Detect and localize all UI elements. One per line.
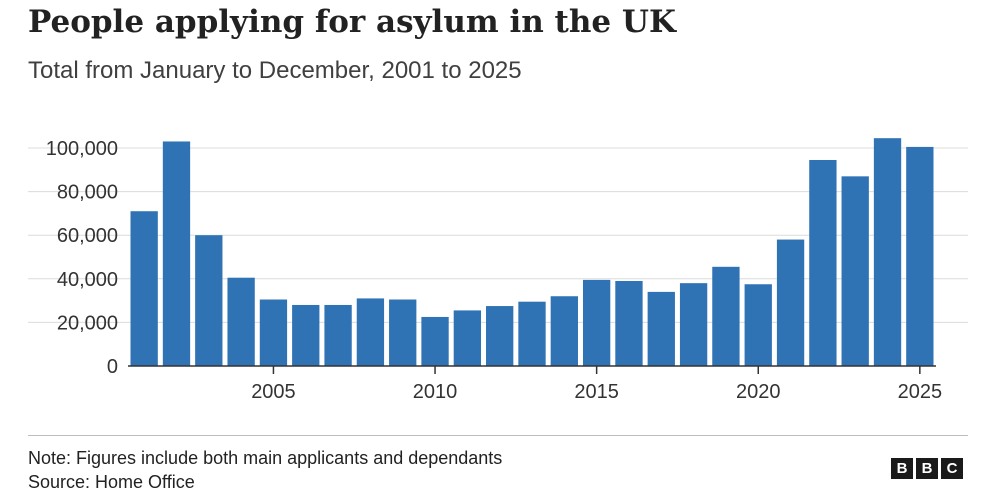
bar-2018 bbox=[679, 283, 708, 366]
bar-2013 bbox=[518, 301, 546, 366]
bar-2002 bbox=[162, 141, 191, 366]
bar-2011 bbox=[453, 310, 482, 366]
y-tick-label: 40,000 bbox=[57, 269, 118, 291]
bbc-logo-letter: C bbox=[941, 458, 963, 479]
x-tick-label: 2025 bbox=[898, 381, 943, 403]
bar-2005 bbox=[259, 299, 288, 366]
bar-2008 bbox=[356, 298, 385, 366]
x-tick-label: 2010 bbox=[413, 381, 458, 403]
bar-2007 bbox=[324, 304, 352, 366]
bbc-logo: B B C bbox=[891, 458, 963, 479]
chart-subtitle: Total from January to December, 2001 to … bbox=[28, 57, 522, 84]
bar-2020 bbox=[744, 284, 772, 366]
bbc-logo-letter: B bbox=[891, 458, 913, 479]
bar-2004 bbox=[227, 277, 255, 366]
x-tick-label: 2015 bbox=[574, 381, 619, 403]
bar-2015 bbox=[582, 279, 611, 366]
x-tick-label: 2020 bbox=[736, 381, 781, 403]
bar-2003 bbox=[195, 235, 223, 366]
bar-2025 bbox=[906, 146, 934, 366]
bar-2014 bbox=[550, 296, 578, 366]
source-line: Source: Home Office bbox=[28, 472, 195, 492]
bar-2016 bbox=[615, 280, 643, 366]
bar-2012 bbox=[486, 306, 514, 366]
chart-title: People applying for asylum in the UK bbox=[28, 4, 676, 40]
bbc-logo-letter: B bbox=[916, 458, 938, 479]
bar-2023 bbox=[841, 176, 869, 366]
footnote: Note: Figures include both main applican… bbox=[28, 448, 503, 468]
bar-2001 bbox=[130, 211, 158, 366]
x-axis-ticks: 2005 2010 2015 2020 2025 bbox=[251, 366, 942, 403]
bar-2017 bbox=[647, 291, 675, 366]
footer-divider bbox=[28, 435, 968, 436]
bar-2010 bbox=[421, 316, 449, 366]
y-tick-label: 60,000 bbox=[57, 225, 118, 247]
y-tick-label: 80,000 bbox=[57, 182, 118, 204]
y-axis-ticks: 0 20,000 40,000 60,000 80,000 100,000 bbox=[46, 138, 118, 378]
bar-chart: 0 20,000 40,000 60,000 80,000 100,000 2005 201… bbox=[28, 138, 968, 403]
x-tick-label: 2005 bbox=[251, 381, 296, 403]
y-tick-label: 20,000 bbox=[57, 312, 118, 334]
bar-2019 bbox=[712, 266, 740, 366]
bar-2009 bbox=[389, 299, 417, 366]
bar-2006 bbox=[292, 304, 320, 366]
bars bbox=[130, 138, 934, 366]
y-tick-label: 100,000 bbox=[46, 138, 118, 160]
bar-2024 bbox=[873, 138, 902, 366]
bar-2022 bbox=[809, 159, 837, 366]
y-tick-label: 0 bbox=[107, 356, 118, 378]
bar-2021 bbox=[776, 239, 805, 366]
